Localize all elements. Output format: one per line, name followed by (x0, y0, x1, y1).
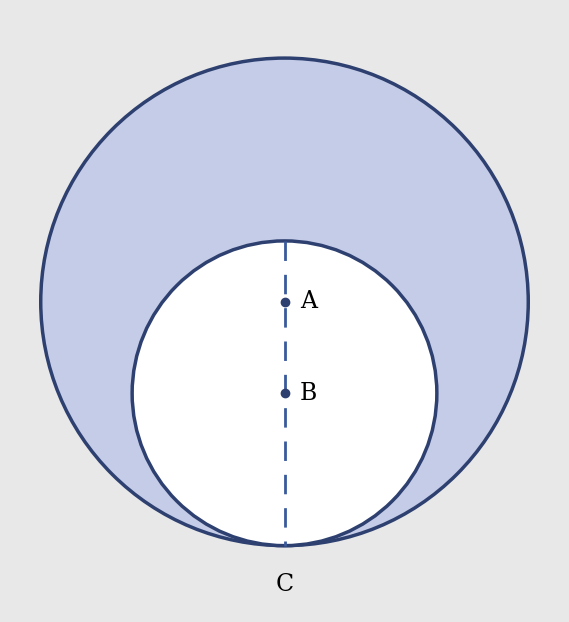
Text: B: B (300, 382, 317, 405)
Text: C: C (275, 573, 294, 596)
Text: A: A (300, 290, 317, 313)
Circle shape (41, 58, 528, 545)
Circle shape (132, 241, 437, 545)
